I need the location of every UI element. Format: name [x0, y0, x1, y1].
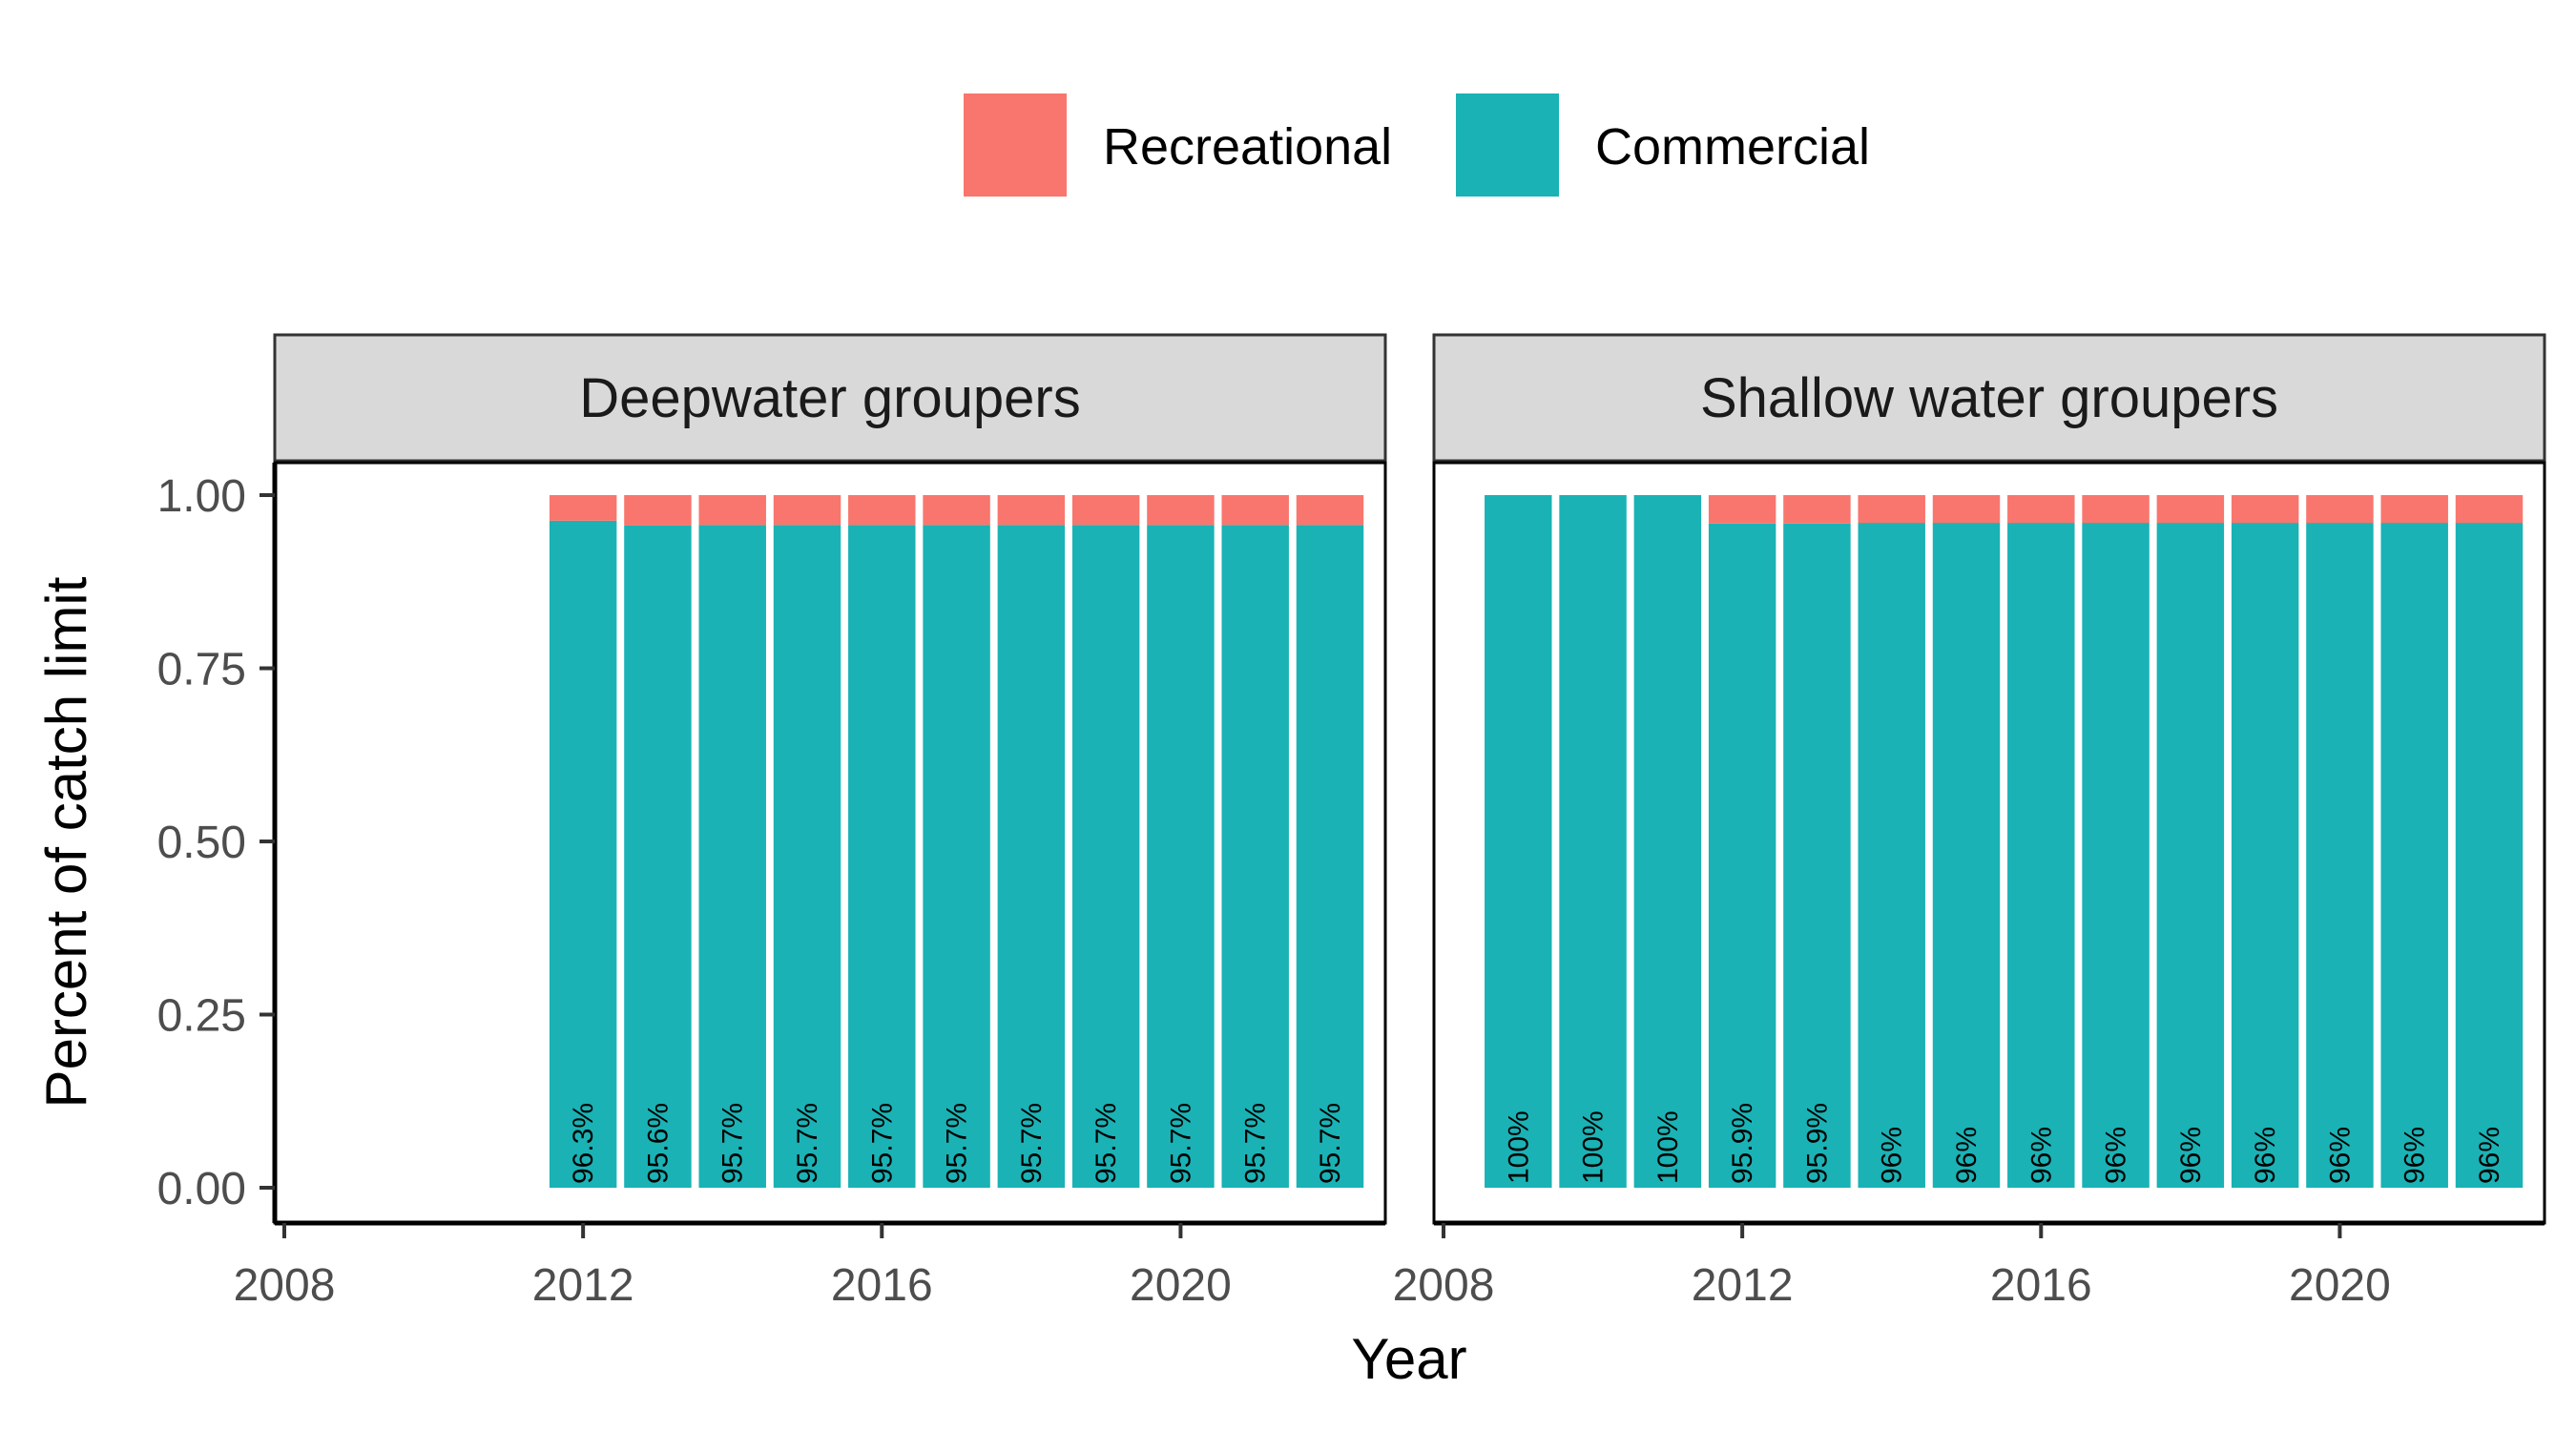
bar-commercial-shallow-2017 — [2082, 523, 2150, 1188]
bar-commercial-deepwater-2018 — [997, 525, 1066, 1188]
bar-recreational-deepwater-2017 — [923, 495, 990, 526]
bar-label-deepwater-2022: 95.7% — [1315, 1103, 1346, 1184]
bar-recreational-shallow-2019 — [2231, 495, 2299, 524]
bar-commercial-shallow-2016 — [2007, 523, 2075, 1188]
bar-commercial-deepwater-2012 — [549, 520, 617, 1188]
bar-commercial-shallow-2012 — [1708, 523, 1776, 1188]
panel-title-deepwater: Deepwater groupers — [579, 367, 1081, 429]
bar-recreational-shallow-2016 — [2007, 495, 2075, 524]
panel-strip-deepwater: Deepwater groupers — [273, 333, 1387, 463]
bar-label-deepwater-2021: 95.7% — [1240, 1103, 1272, 1184]
bar-commercial-deepwater-2014 — [698, 525, 766, 1188]
y-axis-title: Percent of catch limit — [34, 576, 98, 1108]
bar-recreational-deepwater-2015 — [773, 495, 841, 526]
y-tick-label-0.25: 0.25 — [157, 991, 246, 1042]
bar-commercial-deepwater-2017 — [923, 525, 990, 1188]
bar-commercial-deepwater-2019 — [1071, 525, 1140, 1188]
bars-layer: 96.3% 95.6% 95.7% 95.7% 95.7% 95.7% 95.7% 95.7%… — [549, 495, 2524, 1188]
axes-layer: 2008 2012 2016 2020 2008 2012 2016 2020 0.00 0.25… — [157, 463, 2545, 1311]
bar-commercial-shallow-2013 — [1783, 523, 1851, 1188]
bar-recreational-deepwater-2021 — [1221, 495, 1289, 526]
bar-recreational-shallow-2012 — [1708, 495, 1776, 524]
bar-label-shallow-2017: 96% — [2101, 1127, 2132, 1184]
bar-label-deepwater-2018: 95.7% — [1016, 1103, 1048, 1184]
legend: Recreational Commercial — [964, 93, 1870, 197]
bar-label-shallow-2021: 96% — [2399, 1127, 2431, 1184]
bar-commercial-deepwater-2013 — [624, 525, 692, 1188]
bar-recreational-deepwater-2018 — [997, 495, 1066, 526]
bar-commercial-shallow-2015 — [1932, 523, 2001, 1188]
bar-recreational-shallow-2013 — [1783, 495, 1851, 524]
y-tick-label-0.75: 0.75 — [157, 645, 246, 695]
bar-recreational-shallow-2022 — [2455, 495, 2524, 524]
bar-recreational-shallow-2020 — [2306, 495, 2374, 524]
bar-commercial-shallow-2021 — [2380, 523, 2448, 1188]
legend-label-commercial: Commercial — [1595, 118, 1870, 176]
bar-label-shallow-2014: 96% — [1877, 1127, 1908, 1184]
bar-commercial-shallow-2014 — [1858, 523, 1925, 1188]
bar-recreational-deepwater-2014 — [698, 495, 766, 526]
x-axis-title: Year — [1351, 1327, 1466, 1391]
x-tick-label-deepwater-2020: 2020 — [1130, 1260, 1232, 1311]
bar-commercial-shallow-2018 — [2156, 523, 2225, 1188]
bar-recreational-deepwater-2013 — [624, 495, 692, 526]
panel-title-shallow: Shallow water groupers — [1700, 367, 2278, 429]
x-tick-label-deepwater-2016: 2016 — [831, 1260, 933, 1311]
bar-commercial-shallow-2020 — [2306, 523, 2374, 1188]
bar-commercial-shallow-2009 — [1485, 495, 1552, 1188]
bar-label-shallow-2010: 100% — [1578, 1110, 1610, 1184]
bar-commercial-shallow-2010 — [1559, 495, 1627, 1188]
bar-recreational-shallow-2015 — [1932, 495, 2001, 524]
x-tick-label-deepwater-2012: 2012 — [532, 1260, 634, 1311]
bar-label-deepwater-2016: 95.7% — [866, 1103, 898, 1184]
legend-swatch-commercial — [1456, 93, 1559, 197]
bar-label-deepwater-2020: 95.7% — [1165, 1103, 1196, 1184]
bar-recreational-shallow-2018 — [2156, 495, 2225, 524]
bar-label-deepwater-2017: 95.7% — [942, 1103, 973, 1184]
bar-label-shallow-2016: 96% — [2025, 1127, 2057, 1184]
legend-swatch-recreational — [964, 93, 1067, 197]
bar-label-deepwater-2019: 95.7% — [1091, 1103, 1122, 1184]
bar-label-shallow-2011: 100% — [1652, 1110, 1684, 1184]
bar-label-deepwater-2013: 95.6% — [642, 1103, 674, 1184]
bar-label-shallow-2022: 96% — [2474, 1127, 2505, 1184]
x-tick-label-shallow-2020: 2020 — [2289, 1260, 2391, 1311]
bar-commercial-deepwater-2020 — [1147, 525, 1215, 1188]
x-tick-label-shallow-2012: 2012 — [1692, 1260, 1794, 1311]
y-tick-label-0.50: 0.50 — [157, 818, 246, 868]
bar-label-shallow-2020: 96% — [2324, 1127, 2356, 1184]
bar-recreational-deepwater-2012 — [549, 495, 617, 521]
bar-commercial-deepwater-2021 — [1221, 525, 1289, 1188]
legend-label-recreational: Recreational — [1103, 118, 1392, 176]
bar-label-shallow-2018: 96% — [2175, 1127, 2207, 1184]
bar-commercial-deepwater-2022 — [1296, 525, 1364, 1188]
bar-commercial-shallow-2022 — [2455, 523, 2524, 1188]
bar-label-deepwater-2012: 96.3% — [568, 1103, 599, 1184]
bar-commercial-deepwater-2016 — [848, 525, 916, 1188]
bar-label-shallow-2015: 96% — [1951, 1127, 1983, 1184]
bar-label-shallow-2012: 95.9% — [1727, 1103, 1758, 1184]
x-tick-label-shallow-2008: 2008 — [1393, 1260, 1495, 1311]
bar-recreational-deepwater-2020 — [1147, 495, 1215, 526]
panel-strip-shallow: Shallow water groupers — [1432, 333, 2546, 463]
y-tick-label-0.00: 0.00 — [157, 1164, 246, 1214]
bar-recreational-shallow-2017 — [2082, 495, 2150, 524]
bar-label-shallow-2013: 95.9% — [1801, 1103, 1833, 1184]
y-tick-label-1.00: 1.00 — [157, 471, 246, 522]
bar-recreational-shallow-2021 — [2380, 495, 2448, 524]
bar-label-deepwater-2015: 95.7% — [792, 1103, 823, 1184]
bar-label-shallow-2009: 100% — [1503, 1110, 1534, 1184]
x-tick-label-shallow-2016: 2016 — [1990, 1260, 2092, 1311]
bar-recreational-deepwater-2016 — [848, 495, 916, 526]
bar-label-shallow-2019: 96% — [2250, 1127, 2281, 1184]
bar-commercial-shallow-2019 — [2231, 523, 2299, 1188]
bar-recreational-deepwater-2022 — [1296, 495, 1364, 526]
bar-recreational-deepwater-2019 — [1071, 495, 1140, 526]
bar-commercial-shallow-2011 — [1633, 495, 1702, 1188]
bar-label-deepwater-2014: 95.7% — [717, 1103, 749, 1184]
bar-commercial-deepwater-2015 — [773, 525, 841, 1188]
x-tick-label-deepwater-2008: 2008 — [234, 1260, 336, 1311]
bar-recreational-shallow-2014 — [1858, 495, 1925, 524]
